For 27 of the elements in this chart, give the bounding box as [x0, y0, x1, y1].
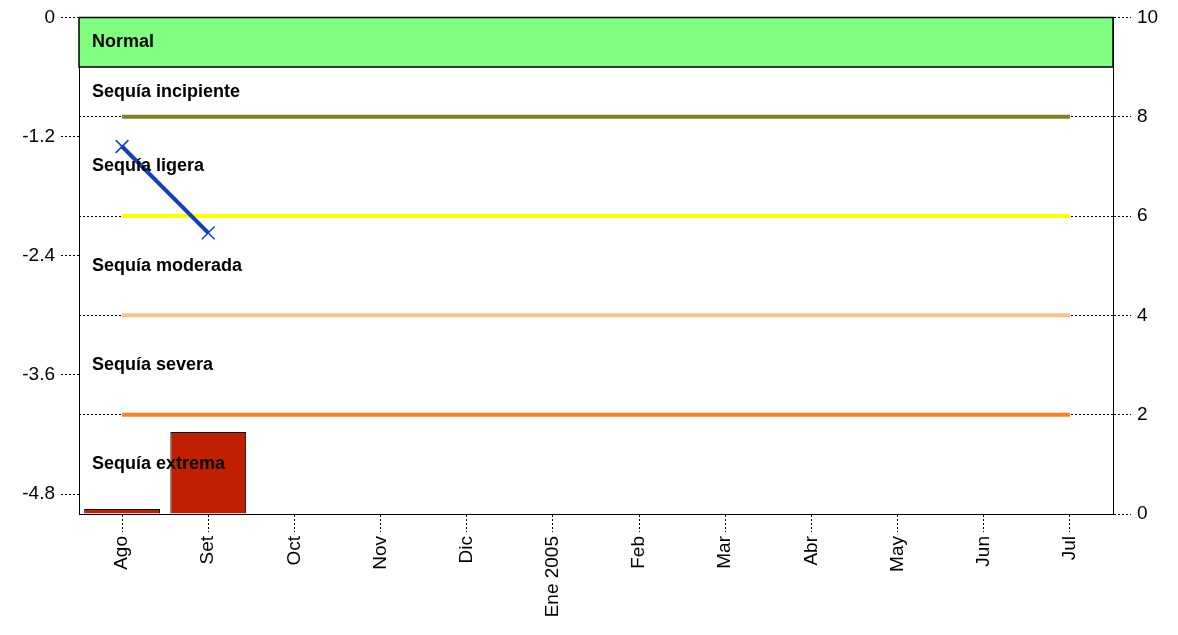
y-tick-label: 0 [44, 5, 55, 27]
x-tick-label: Dic [454, 536, 476, 564]
x-tick-label: Ene 2005 [541, 536, 563, 618]
x-tick-label: May [885, 535, 907, 572]
y2-tick-label: 4 [1137, 303, 1148, 325]
y2-tick-label: 10 [1137, 5, 1159, 27]
y2-tick-label: 0 [1137, 502, 1148, 524]
y2-tick-label: 2 [1137, 402, 1148, 424]
x-tick-label: Jul [1058, 536, 1080, 561]
y2-tick-label: 8 [1137, 104, 1148, 126]
x-tick-label: Nov [368, 535, 390, 570]
y-tick-label: -2.4 [22, 244, 56, 265]
annotation: Sequía incipiente [92, 80, 241, 101]
y2-tick-label: 6 [1137, 204, 1148, 226]
x-tick-label: Abr [799, 535, 821, 566]
annotation: Sequía moderada [92, 254, 244, 275]
y-tick-label: -1.2 [22, 124, 55, 146]
annotation: Sequía severa [92, 353, 215, 374]
x-tick-label: Jun [971, 536, 993, 567]
x-tick-label: Feb [627, 536, 649, 569]
x-tick-label: Oct [282, 535, 304, 566]
y-tick-label: -4.8 [22, 482, 55, 504]
y-tick-label: -3.6 [22, 363, 55, 385]
x-tick-label: Mar [713, 535, 735, 569]
x-tick-label: Ago [110, 536, 132, 570]
x-tick-label: Set [196, 535, 218, 565]
band-label: Normal [92, 31, 155, 52]
